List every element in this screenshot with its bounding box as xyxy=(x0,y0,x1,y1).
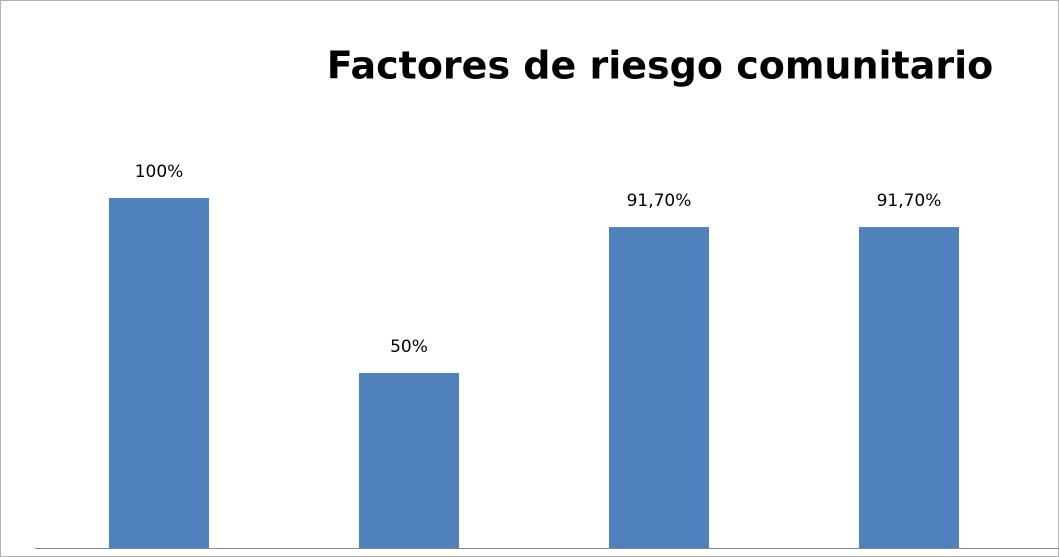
bar xyxy=(859,227,959,549)
data-label: 91,70% xyxy=(627,191,692,211)
chart-title: Factores de riesgo comunitario xyxy=(327,44,993,88)
data-label: 100% xyxy=(135,162,184,182)
data-label: 91,70% xyxy=(877,191,942,211)
bar xyxy=(109,198,209,548)
data-label: 50% xyxy=(390,337,428,357)
bar xyxy=(609,227,709,549)
bar xyxy=(359,373,459,548)
